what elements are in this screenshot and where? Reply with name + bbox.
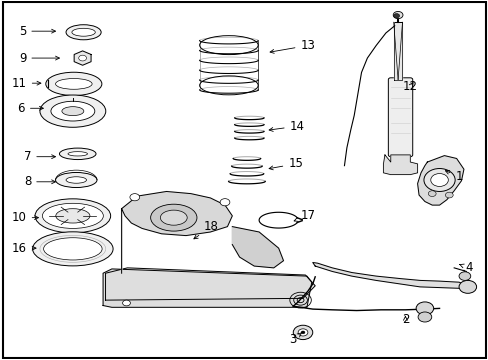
Ellipse shape xyxy=(66,25,101,40)
Polygon shape xyxy=(417,156,463,205)
Ellipse shape xyxy=(40,95,105,127)
Circle shape xyxy=(415,302,433,315)
Circle shape xyxy=(393,14,399,18)
Polygon shape xyxy=(232,226,283,268)
Ellipse shape xyxy=(35,199,110,233)
Circle shape xyxy=(301,331,305,334)
Text: 1: 1 xyxy=(445,170,462,183)
Polygon shape xyxy=(74,51,91,65)
Text: 10: 10 xyxy=(12,211,39,224)
Ellipse shape xyxy=(42,203,103,228)
Polygon shape xyxy=(383,155,417,175)
Ellipse shape xyxy=(160,210,187,225)
Circle shape xyxy=(79,55,86,61)
Polygon shape xyxy=(312,262,468,288)
Ellipse shape xyxy=(33,232,113,266)
Ellipse shape xyxy=(46,72,102,95)
Polygon shape xyxy=(105,268,315,300)
Text: 6: 6 xyxy=(18,102,43,115)
Polygon shape xyxy=(122,192,232,273)
Polygon shape xyxy=(393,22,402,80)
Text: 18: 18 xyxy=(194,220,218,239)
Text: 3: 3 xyxy=(289,333,301,346)
Ellipse shape xyxy=(51,101,95,121)
Circle shape xyxy=(298,329,307,336)
Polygon shape xyxy=(103,269,311,307)
Ellipse shape xyxy=(56,172,97,188)
Circle shape xyxy=(392,12,402,19)
Circle shape xyxy=(122,300,130,306)
Ellipse shape xyxy=(60,148,96,159)
Text: 11: 11 xyxy=(12,77,41,90)
Circle shape xyxy=(430,174,447,186)
Text: 7: 7 xyxy=(24,150,55,163)
Text: 2: 2 xyxy=(401,313,408,327)
Text: 12: 12 xyxy=(402,80,417,93)
Circle shape xyxy=(458,280,476,293)
Text: 5: 5 xyxy=(19,25,55,38)
Circle shape xyxy=(293,325,312,339)
Circle shape xyxy=(458,272,470,280)
Circle shape xyxy=(427,191,435,197)
Ellipse shape xyxy=(150,204,197,231)
Circle shape xyxy=(220,199,229,206)
Ellipse shape xyxy=(66,177,86,183)
Text: 16: 16 xyxy=(12,242,36,255)
Ellipse shape xyxy=(56,209,90,223)
Text: 17: 17 xyxy=(294,210,315,222)
Circle shape xyxy=(423,168,454,192)
Text: 13: 13 xyxy=(269,39,315,53)
Ellipse shape xyxy=(56,78,92,89)
Text: 9: 9 xyxy=(19,51,59,64)
Ellipse shape xyxy=(72,28,95,36)
Ellipse shape xyxy=(62,107,83,116)
Ellipse shape xyxy=(43,238,102,260)
Circle shape xyxy=(417,312,431,322)
Text: 15: 15 xyxy=(268,157,303,170)
Circle shape xyxy=(445,192,452,198)
Text: 14: 14 xyxy=(268,120,304,133)
Text: 4: 4 xyxy=(459,261,471,274)
Ellipse shape xyxy=(68,152,87,156)
Text: 8: 8 xyxy=(24,175,55,188)
Circle shape xyxy=(130,194,140,201)
FancyBboxPatch shape xyxy=(387,78,412,157)
